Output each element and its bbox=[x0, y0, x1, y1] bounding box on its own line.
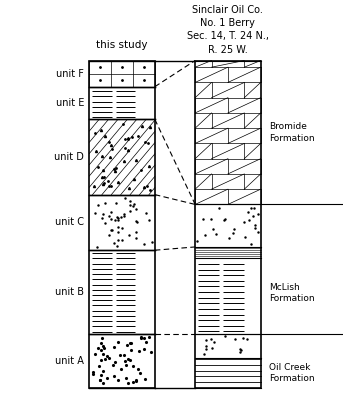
Text: unit E: unit E bbox=[56, 98, 84, 108]
Bar bbox=[89, 61, 155, 387]
Text: Bromide
Formation: Bromide Formation bbox=[269, 122, 315, 143]
Bar bbox=[89, 120, 155, 195]
Text: unit C: unit C bbox=[55, 217, 84, 227]
Text: this study: this study bbox=[96, 41, 148, 51]
Bar bbox=[195, 61, 261, 387]
Text: Sinclair Oil Co.
No. 1 Berry
Sec. 14, T. 24 N.,
R. 25 W.: Sinclair Oil Co. No. 1 Berry Sec. 14, T.… bbox=[187, 5, 269, 54]
Text: McLish
Formation: McLish Formation bbox=[269, 283, 315, 303]
Text: unit F: unit F bbox=[56, 69, 84, 79]
Text: unit A: unit A bbox=[55, 356, 84, 366]
Text: Oil Creek
Formation: Oil Creek Formation bbox=[269, 363, 315, 383]
Text: unit B: unit B bbox=[55, 287, 84, 297]
Text: unit D: unit D bbox=[54, 152, 84, 162]
